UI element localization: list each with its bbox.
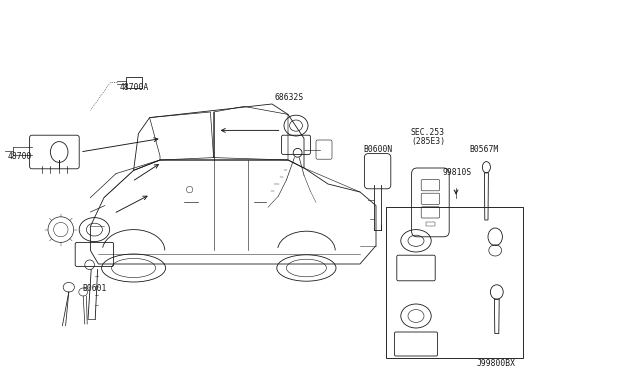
Text: J99800BX: J99800BX [477,359,515,368]
Text: B0567M: B0567M [469,145,499,154]
Bar [127,77,142,88]
Text: 48700A: 48700A [120,83,149,92]
Text: 68632S: 68632S [275,93,304,102]
Text: B0601: B0601 [82,284,107,293]
Bar [426,222,435,227]
Text: SEC.253
(285E3): SEC.253 (285E3) [411,128,445,147]
Text: 99810S: 99810S [443,168,472,177]
Text: B0600N: B0600N [363,145,392,154]
Text: 48700: 48700 [8,151,33,160]
Bar [385,207,524,357]
